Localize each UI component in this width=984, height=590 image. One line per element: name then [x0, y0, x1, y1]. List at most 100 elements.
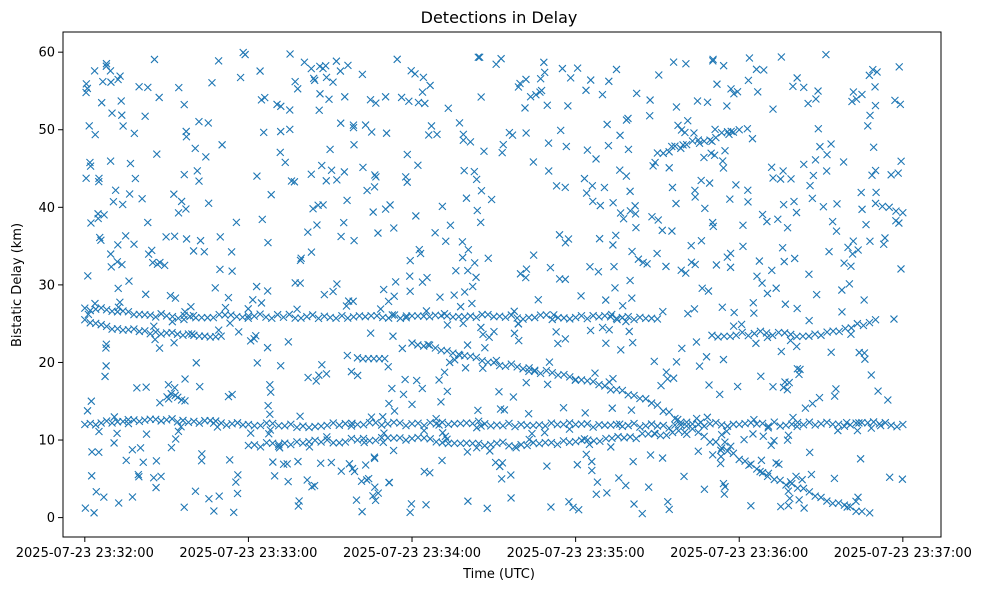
data-point	[896, 100, 905, 109]
data-point	[106, 157, 115, 165]
data-point	[867, 371, 876, 379]
data-point	[552, 328, 561, 336]
data-point	[708, 450, 717, 459]
data-point	[832, 227, 841, 235]
data-point	[84, 310, 93, 319]
data-point	[717, 444, 726, 452]
data-point	[704, 287, 713, 295]
data-point	[881, 418, 890, 427]
data-point	[583, 314, 592, 323]
data-point	[858, 418, 866, 427]
data-point	[897, 157, 906, 166]
data-point	[700, 204, 709, 213]
data-point	[256, 310, 264, 319]
data-point	[583, 419, 592, 428]
data-point	[462, 194, 471, 203]
data-point	[553, 339, 562, 348]
data-point	[260, 93, 269, 102]
data-point	[709, 55, 717, 64]
data-point	[308, 311, 317, 319]
data-point	[817, 493, 825, 502]
data-point	[674, 426, 683, 435]
data-point	[322, 370, 331, 378]
data-point	[885, 473, 894, 482]
data-point	[309, 204, 317, 213]
data-point	[189, 311, 198, 320]
data-point	[233, 418, 242, 427]
data-point	[541, 421, 550, 430]
data-point	[449, 349, 457, 358]
data-point	[168, 328, 176, 337]
data-point	[281, 158, 290, 167]
data-point	[583, 146, 592, 154]
x-tick-label: 2025-07-23 23:36:00	[670, 546, 808, 561]
data-point	[562, 142, 571, 151]
data-point	[647, 420, 656, 428]
data-point	[232, 218, 241, 227]
data-point	[347, 434, 356, 443]
data-point	[461, 363, 470, 372]
data-point	[506, 471, 515, 479]
data-point	[322, 73, 331, 82]
data-point	[511, 422, 519, 431]
data-point	[390, 292, 399, 301]
y-tick-label: 60	[38, 46, 55, 61]
data-point	[256, 67, 264, 75]
data-point	[798, 475, 807, 484]
data-point	[177, 396, 186, 404]
data-point	[869, 143, 878, 152]
data-point	[108, 109, 116, 117]
data-point	[735, 125, 744, 134]
data-point	[211, 332, 220, 341]
data-point	[476, 323, 485, 332]
data-point	[806, 181, 814, 190]
data-point	[350, 140, 358, 149]
data-point	[683, 116, 692, 125]
data-point	[893, 422, 901, 431]
data-point	[595, 380, 603, 389]
data-point	[544, 139, 553, 147]
data-point	[90, 508, 98, 517]
data-point	[215, 492, 224, 501]
data-point	[87, 397, 96, 406]
data-point	[311, 436, 319, 445]
data-point	[94, 209, 102, 218]
data-point	[752, 339, 760, 348]
data-point	[561, 183, 570, 192]
data-point	[571, 313, 580, 322]
y-tick-label: 40	[38, 201, 55, 216]
x-tick-label: 2025-07-23 23:37:00	[834, 546, 972, 561]
data-point	[438, 428, 447, 437]
data-point	[719, 164, 728, 172]
data-point	[466, 312, 475, 320]
data-point	[733, 87, 742, 96]
data-point	[484, 310, 492, 319]
data-point	[630, 315, 638, 324]
data-point	[152, 150, 161, 158]
data-point	[717, 430, 726, 439]
data-point	[591, 369, 599, 377]
data-point	[726, 249, 735, 258]
data-point	[474, 53, 483, 62]
data-point	[762, 217, 771, 226]
data-point	[614, 474, 623, 482]
data-point	[341, 438, 350, 446]
data-point	[293, 438, 301, 446]
data-point	[361, 121, 370, 129]
data-point	[691, 260, 700, 269]
data-point	[565, 315, 574, 323]
data-point	[364, 474, 373, 483]
data-point	[727, 84, 735, 93]
data-point	[184, 418, 193, 427]
data-point	[250, 334, 259, 343]
data-point	[371, 99, 380, 107]
data-point	[608, 434, 616, 443]
data-point	[759, 432, 768, 441]
data-point	[193, 166, 202, 175]
data-point	[602, 434, 610, 443]
data-point	[396, 433, 404, 442]
data-point	[861, 355, 869, 364]
data-point	[823, 328, 831, 336]
data-point	[378, 412, 387, 421]
data-point	[407, 66, 416, 75]
